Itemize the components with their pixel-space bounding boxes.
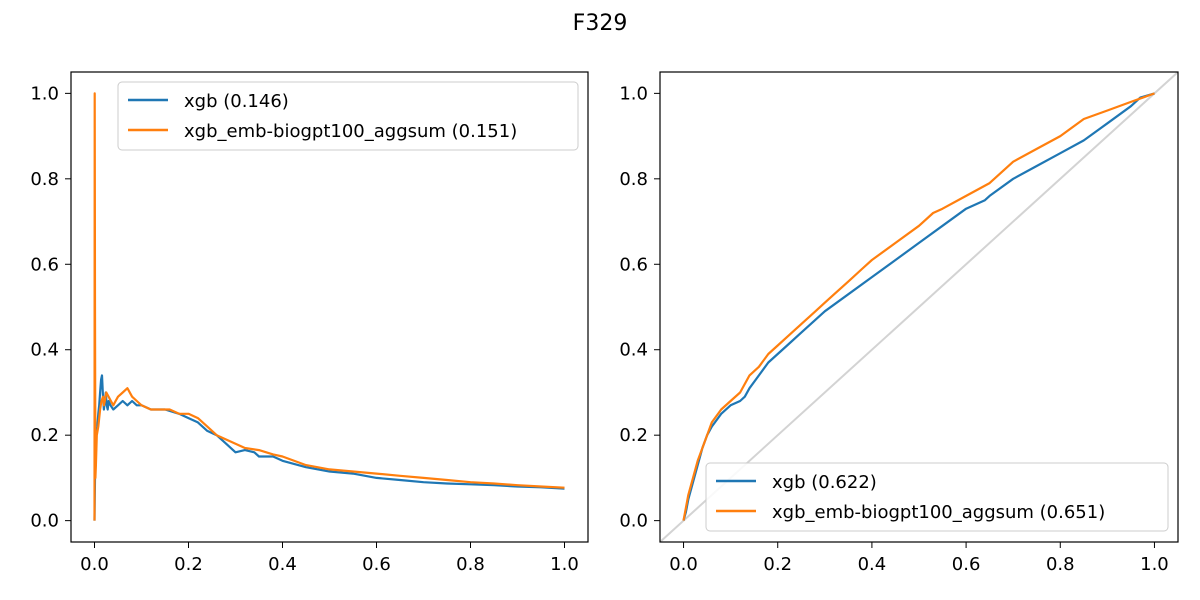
x-tick-label: 0.6 xyxy=(362,554,391,575)
y-tick-label: 0.6 xyxy=(619,254,648,275)
legend-label: xgb_emb-biogpt100_aggsum (0.151) xyxy=(184,121,517,142)
y-tick-label: 0.4 xyxy=(30,340,59,361)
x-tick-label: 0.0 xyxy=(669,554,698,575)
y-tick-label: 1.0 xyxy=(30,83,59,104)
legend: xgb (0.146) xgb_emb-biogpt100_aggsum (0.1… xyxy=(117,81,579,151)
y-tick-label: 0.4 xyxy=(619,340,648,361)
series-line-xgb-emb-biogpt100-aggsum xyxy=(93,92,565,521)
x-tick-label: 0.4 xyxy=(858,554,887,575)
series-line-xgb-emb-biogpt100-aggsum xyxy=(682,92,1155,521)
y-tick-label: 1.0 xyxy=(619,83,648,104)
legend: xgb (0.622) xgb_emb-biogpt100_aggsum (0.6… xyxy=(705,462,1169,532)
y-tick-label: 0.6 xyxy=(30,254,59,275)
legend-label: xgb (0.622) xyxy=(772,472,877,493)
y-tick-label: 0.8 xyxy=(30,169,59,190)
y-tick-label: 0.2 xyxy=(30,425,59,446)
legend-label: xgb_emb-biogpt100_aggsum (0.651) xyxy=(772,502,1105,523)
x-tick-label: 0.2 xyxy=(174,554,203,575)
x-tick-label: 0.6 xyxy=(952,554,981,575)
y-tick-label: 0.0 xyxy=(30,511,59,532)
x-tick-label: 0.0 xyxy=(80,554,109,575)
legend-label: xgb (0.146) xyxy=(184,91,289,112)
axes-frame xyxy=(70,71,589,543)
y-tick-label: 0.8 xyxy=(619,169,648,190)
y-tick-label: 0.0 xyxy=(619,511,648,532)
figure-title: F329 xyxy=(573,11,628,36)
x-tick-label: 0.4 xyxy=(268,554,297,575)
x-tick-label: 0.8 xyxy=(1046,554,1075,575)
y-tick-label: 0.2 xyxy=(619,425,648,446)
x-tick-label: 0.8 xyxy=(456,554,485,575)
series-line-xgb xyxy=(93,374,565,521)
roc-curve-panel: 0.0 0.2 0.4 0.6 0.8 1.0 0.0 0.2 0.4 0.6 0.8 1.0 xgb … xyxy=(619,71,1179,575)
x-tick-label: 1.0 xyxy=(550,554,579,575)
axes-frame xyxy=(659,71,1179,543)
x-tick-label: 1.0 xyxy=(1140,554,1169,575)
x-tick-label: 0.2 xyxy=(763,554,792,575)
pr-curve-panel: 0.0 0.2 0.4 0.6 0.8 1.0 0.0 0.2 0.4 0.6 0.8 1.0 xgb … xyxy=(30,71,589,575)
